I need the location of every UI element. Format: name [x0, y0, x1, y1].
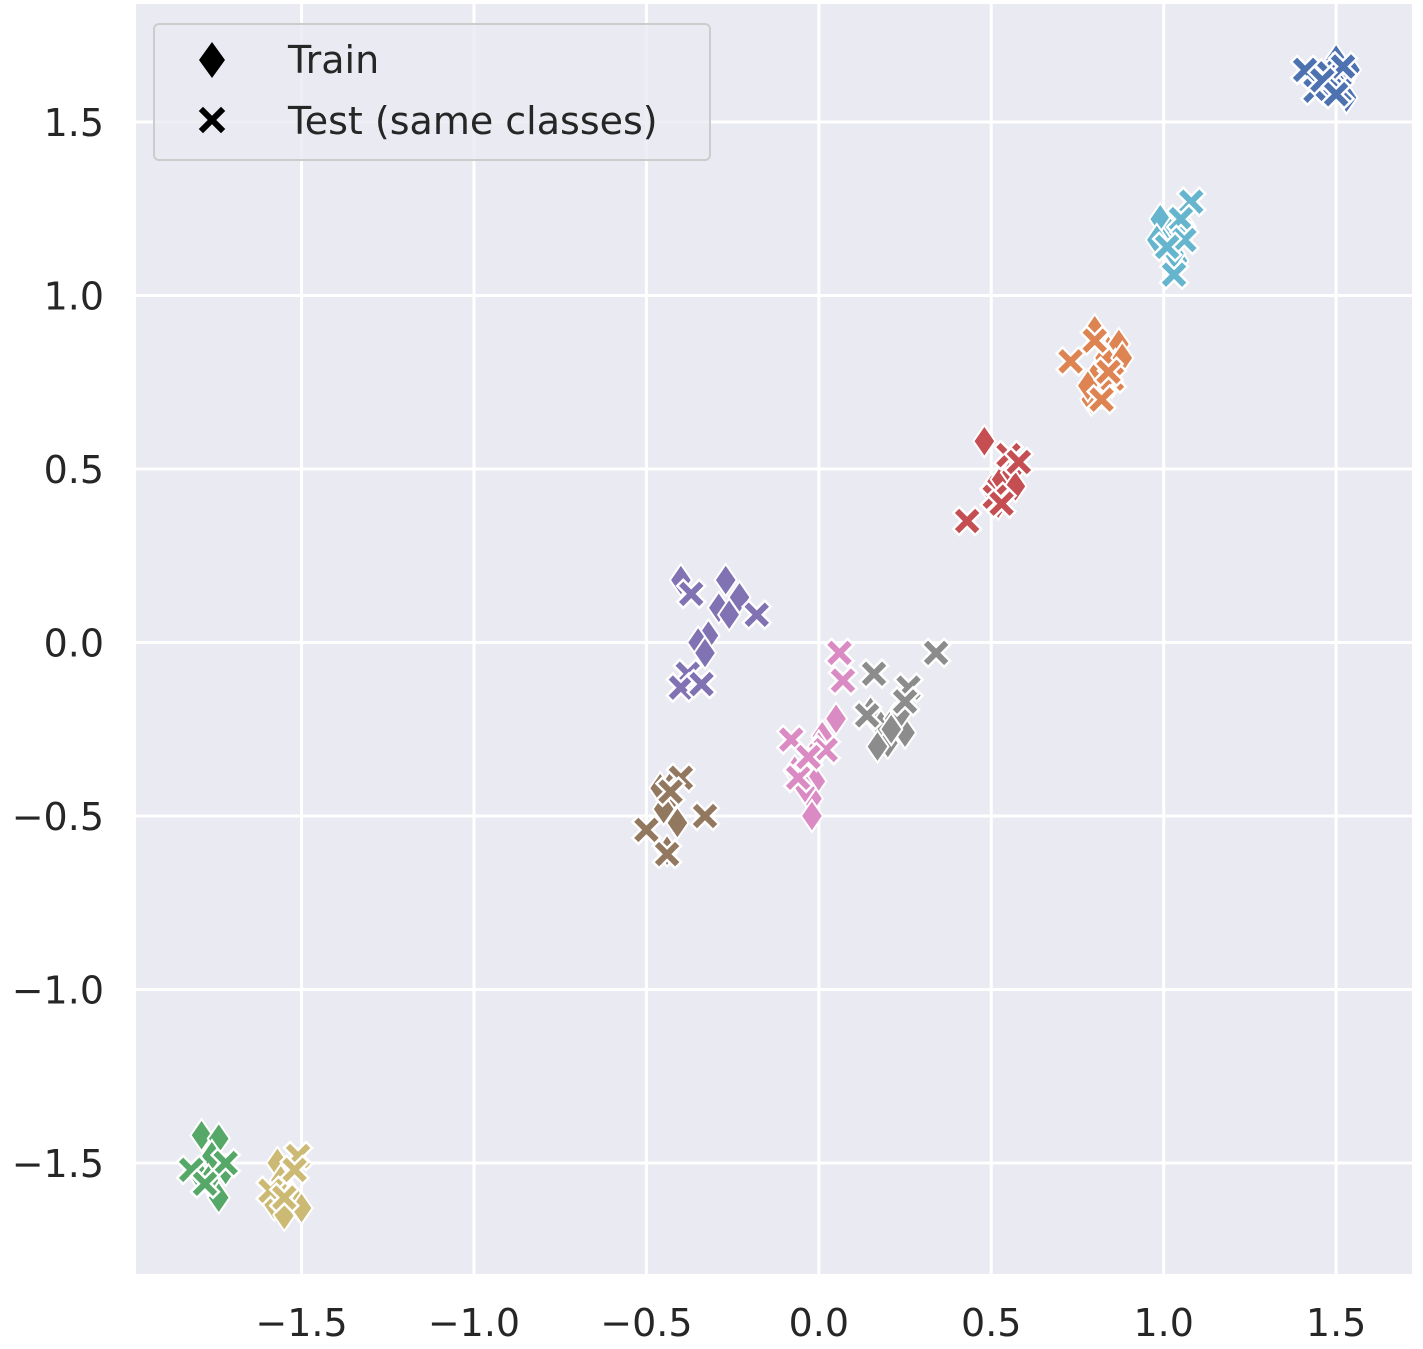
test-point — [675, 578, 708, 610]
test-point — [889, 685, 921, 718]
test-point — [740, 598, 773, 631]
legend: Train Test (same classes) — [153, 23, 711, 161]
test-point — [630, 814, 663, 846]
plot-background — [136, 4, 1412, 1274]
test-point — [189, 1168, 221, 1200]
test-point — [1327, 50, 1359, 83]
legend-box — [153, 23, 711, 161]
test-point — [654, 775, 687, 808]
test-point — [827, 664, 859, 697]
test-point — [985, 487, 1018, 520]
y-tick-label: 0.5 — [44, 448, 104, 492]
test-point — [823, 637, 856, 669]
test-point — [1092, 356, 1125, 388]
y-tick-label: 1.5 — [44, 101, 104, 145]
test-point — [685, 668, 718, 700]
test-point — [1165, 203, 1197, 235]
test-point — [1054, 345, 1087, 378]
y-tick-label: 0.0 — [44, 621, 104, 665]
test-point — [792, 741, 825, 773]
test-point — [651, 838, 683, 870]
x-tick-label: −1.5 — [255, 1301, 347, 1345]
test-point — [689, 800, 721, 832]
y-tick-label: −1.5 — [12, 1142, 104, 1186]
train-point — [823, 701, 849, 737]
x-tick-label: −1.0 — [428, 1301, 520, 1345]
train-point — [713, 562, 738, 598]
train-point — [692, 635, 718, 671]
test-point — [1085, 383, 1118, 416]
test-point — [858, 657, 890, 690]
legend-label-train: Train — [287, 38, 379, 82]
y-tick-label: 1.0 — [44, 274, 104, 318]
test-point — [209, 1147, 242, 1179]
test-point — [1003, 446, 1035, 478]
test-point — [809, 734, 842, 766]
x-tick-label: 0.5 — [961, 1301, 1021, 1345]
legend-diamond-icon — [199, 42, 225, 78]
test-point — [1078, 324, 1111, 357]
data-points — [175, 41, 1363, 1233]
test-point — [1168, 224, 1201, 256]
x-tick-labels: −1.5 −1.0 −0.5 0.0 0.5 1.0 1.5 — [255, 1301, 1366, 1345]
test-point — [920, 637, 952, 669]
y-tick-labels: −1.5 −1.0 −0.5 0.0 0.5 1.0 1.5 — [12, 101, 104, 1186]
test-point — [1151, 231, 1183, 263]
y-tick-label: −1.0 — [12, 968, 104, 1012]
test-point — [782, 762, 814, 794]
test-point — [268, 1181, 301, 1214]
test-point — [278, 1154, 311, 1186]
test-point — [951, 505, 983, 537]
test-point — [1320, 78, 1352, 110]
train-point — [865, 728, 890, 765]
test-point — [851, 699, 883, 732]
test-point — [775, 723, 808, 756]
train-point — [716, 596, 742, 633]
legend-x-icon — [198, 106, 226, 134]
test-point — [1158, 258, 1190, 291]
train-point — [651, 791, 676, 827]
test-point — [665, 671, 697, 704]
train-point — [189, 1117, 214, 1153]
x-tick-label: 0.0 — [789, 1301, 849, 1345]
train-point — [879, 711, 904, 747]
legend-label-test: Test (same classes) — [287, 99, 658, 143]
train-point — [665, 805, 690, 841]
x-tick-label: 1.0 — [1133, 1301, 1193, 1345]
train-point — [799, 798, 825, 834]
x-tick-label: −0.5 — [600, 1301, 692, 1345]
x-tick-label: 1.5 — [1306, 1301, 1366, 1345]
train-point — [972, 423, 997, 459]
y-tick-label: −0.5 — [12, 795, 104, 839]
